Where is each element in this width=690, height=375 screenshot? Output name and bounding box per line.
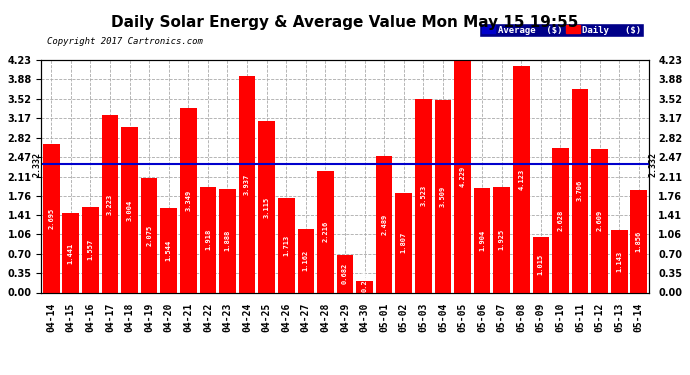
Bar — [121, 128, 138, 292]
Bar — [43, 144, 59, 292]
Text: 2.695: 2.695 — [48, 208, 55, 229]
Text: 3.223: 3.223 — [107, 193, 113, 214]
Text: 1.713: 1.713 — [283, 235, 289, 256]
Bar — [317, 171, 334, 292]
Bar — [356, 280, 373, 292]
Text: 1.856: 1.856 — [635, 231, 642, 252]
Legend: Average  ($), Daily   ($): Average ($), Daily ($) — [479, 22, 644, 37]
Text: 1.807: 1.807 — [401, 232, 407, 254]
Bar — [395, 193, 412, 292]
Bar — [141, 178, 157, 292]
Text: 0.216: 0.216 — [362, 271, 368, 292]
Text: 3.349: 3.349 — [186, 190, 191, 211]
Bar — [454, 60, 471, 292]
Bar — [376, 156, 393, 292]
Text: 1.557: 1.557 — [88, 239, 93, 260]
Text: 1.015: 1.015 — [538, 254, 544, 275]
Text: 3.523: 3.523 — [420, 185, 426, 206]
Bar — [435, 100, 451, 292]
Text: Daily Solar Energy & Average Value Mon May 15 19:55: Daily Solar Energy & Average Value Mon M… — [111, 15, 579, 30]
Text: 1.888: 1.888 — [224, 230, 230, 251]
Bar — [278, 198, 295, 292]
Text: 3.004: 3.004 — [126, 200, 132, 220]
Text: Copyright 2017 Cartronics.com: Copyright 2017 Cartronics.com — [48, 37, 204, 46]
Bar — [415, 99, 432, 292]
Bar — [199, 187, 216, 292]
Bar — [611, 230, 627, 292]
Bar — [101, 116, 118, 292]
Text: 1.544: 1.544 — [166, 240, 172, 261]
Text: 0.682: 0.682 — [342, 263, 348, 284]
Text: 1.925: 1.925 — [499, 229, 504, 250]
Bar — [160, 208, 177, 292]
Text: 1.918: 1.918 — [205, 229, 211, 251]
Text: 3.706: 3.706 — [577, 180, 583, 201]
Text: 3.937: 3.937 — [244, 174, 250, 195]
Bar — [258, 121, 275, 292]
Bar — [239, 76, 255, 292]
Text: 4.123: 4.123 — [518, 169, 524, 190]
Bar — [337, 255, 353, 292]
Bar — [533, 237, 549, 292]
Text: 4.229: 4.229 — [460, 166, 466, 187]
Text: 3.509: 3.509 — [440, 186, 446, 207]
Bar — [591, 149, 608, 292]
Text: 3.115: 3.115 — [264, 196, 270, 217]
Text: 2.332: 2.332 — [32, 152, 41, 177]
Text: 1.143: 1.143 — [616, 251, 622, 272]
Bar — [219, 189, 236, 292]
Text: 2.489: 2.489 — [381, 213, 387, 235]
Text: 2.628: 2.628 — [558, 210, 564, 231]
Bar — [552, 148, 569, 292]
Text: 1.162: 1.162 — [303, 250, 309, 271]
Text: 1.904: 1.904 — [479, 230, 485, 251]
Text: 1.441: 1.441 — [68, 242, 74, 264]
Text: 2.216: 2.216 — [322, 221, 328, 242]
Bar — [631, 190, 647, 292]
Bar — [474, 188, 491, 292]
Bar — [63, 213, 79, 292]
Bar — [82, 207, 99, 292]
Bar — [297, 229, 314, 292]
Bar — [572, 89, 589, 292]
Bar — [180, 108, 197, 292]
Text: 2.332: 2.332 — [649, 152, 658, 177]
Text: 2.609: 2.609 — [597, 210, 602, 231]
Text: 2.075: 2.075 — [146, 225, 152, 246]
Bar — [513, 66, 530, 292]
Bar — [493, 187, 510, 292]
